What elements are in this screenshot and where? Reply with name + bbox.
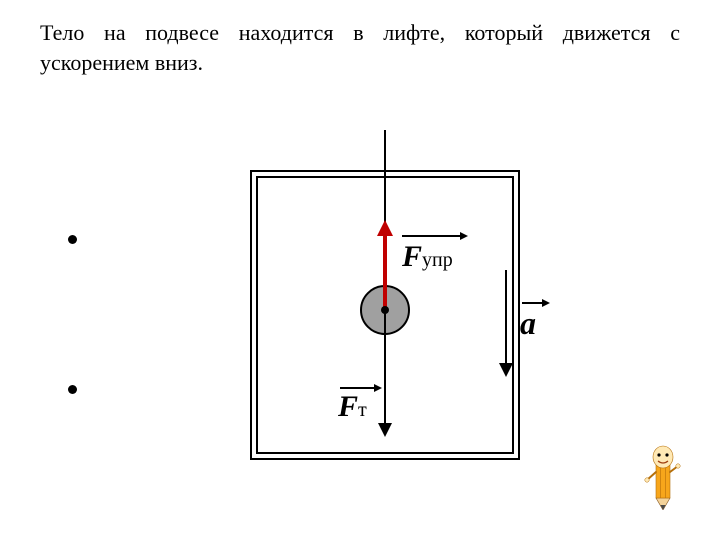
acceleration-vector-arrowhead — [499, 363, 513, 377]
physics-diagram: Fупр Fт a — [220, 130, 520, 470]
acceleration-label: a — [520, 305, 536, 342]
fupr-overline-arrow — [460, 232, 468, 240]
elevator-cable — [384, 130, 386, 172]
gravity-label-sub: т — [358, 399, 367, 421]
body-center-dot — [381, 306, 389, 314]
a-overline — [522, 302, 542, 304]
gravity-vector-arrowhead — [378, 423, 392, 437]
ft-overline — [340, 387, 374, 389]
gravity-label: Fт — [338, 390, 367, 424]
tension-label-sub: упр — [422, 249, 453, 271]
ft-overline-arrow — [374, 384, 382, 392]
tension-vector-arrowhead — [377, 220, 393, 236]
tension-label: Fупр — [402, 240, 453, 274]
problem-statement: Тело на подвесе находится в лифте, котор… — [40, 18, 680, 77]
gravity-label-main: F — [338, 390, 358, 423]
bullet-2 — [68, 385, 77, 394]
a-overline-arrow — [542, 299, 550, 307]
acceleration-vector-line — [505, 270, 507, 365]
tension-vector-line — [383, 225, 387, 310]
pencil-mascot-icon — [644, 440, 682, 510]
gravity-vector-line — [384, 310, 386, 425]
bullet-1 — [68, 235, 77, 244]
tension-label-main: F — [402, 240, 422, 273]
fupr-overline — [402, 235, 460, 237]
